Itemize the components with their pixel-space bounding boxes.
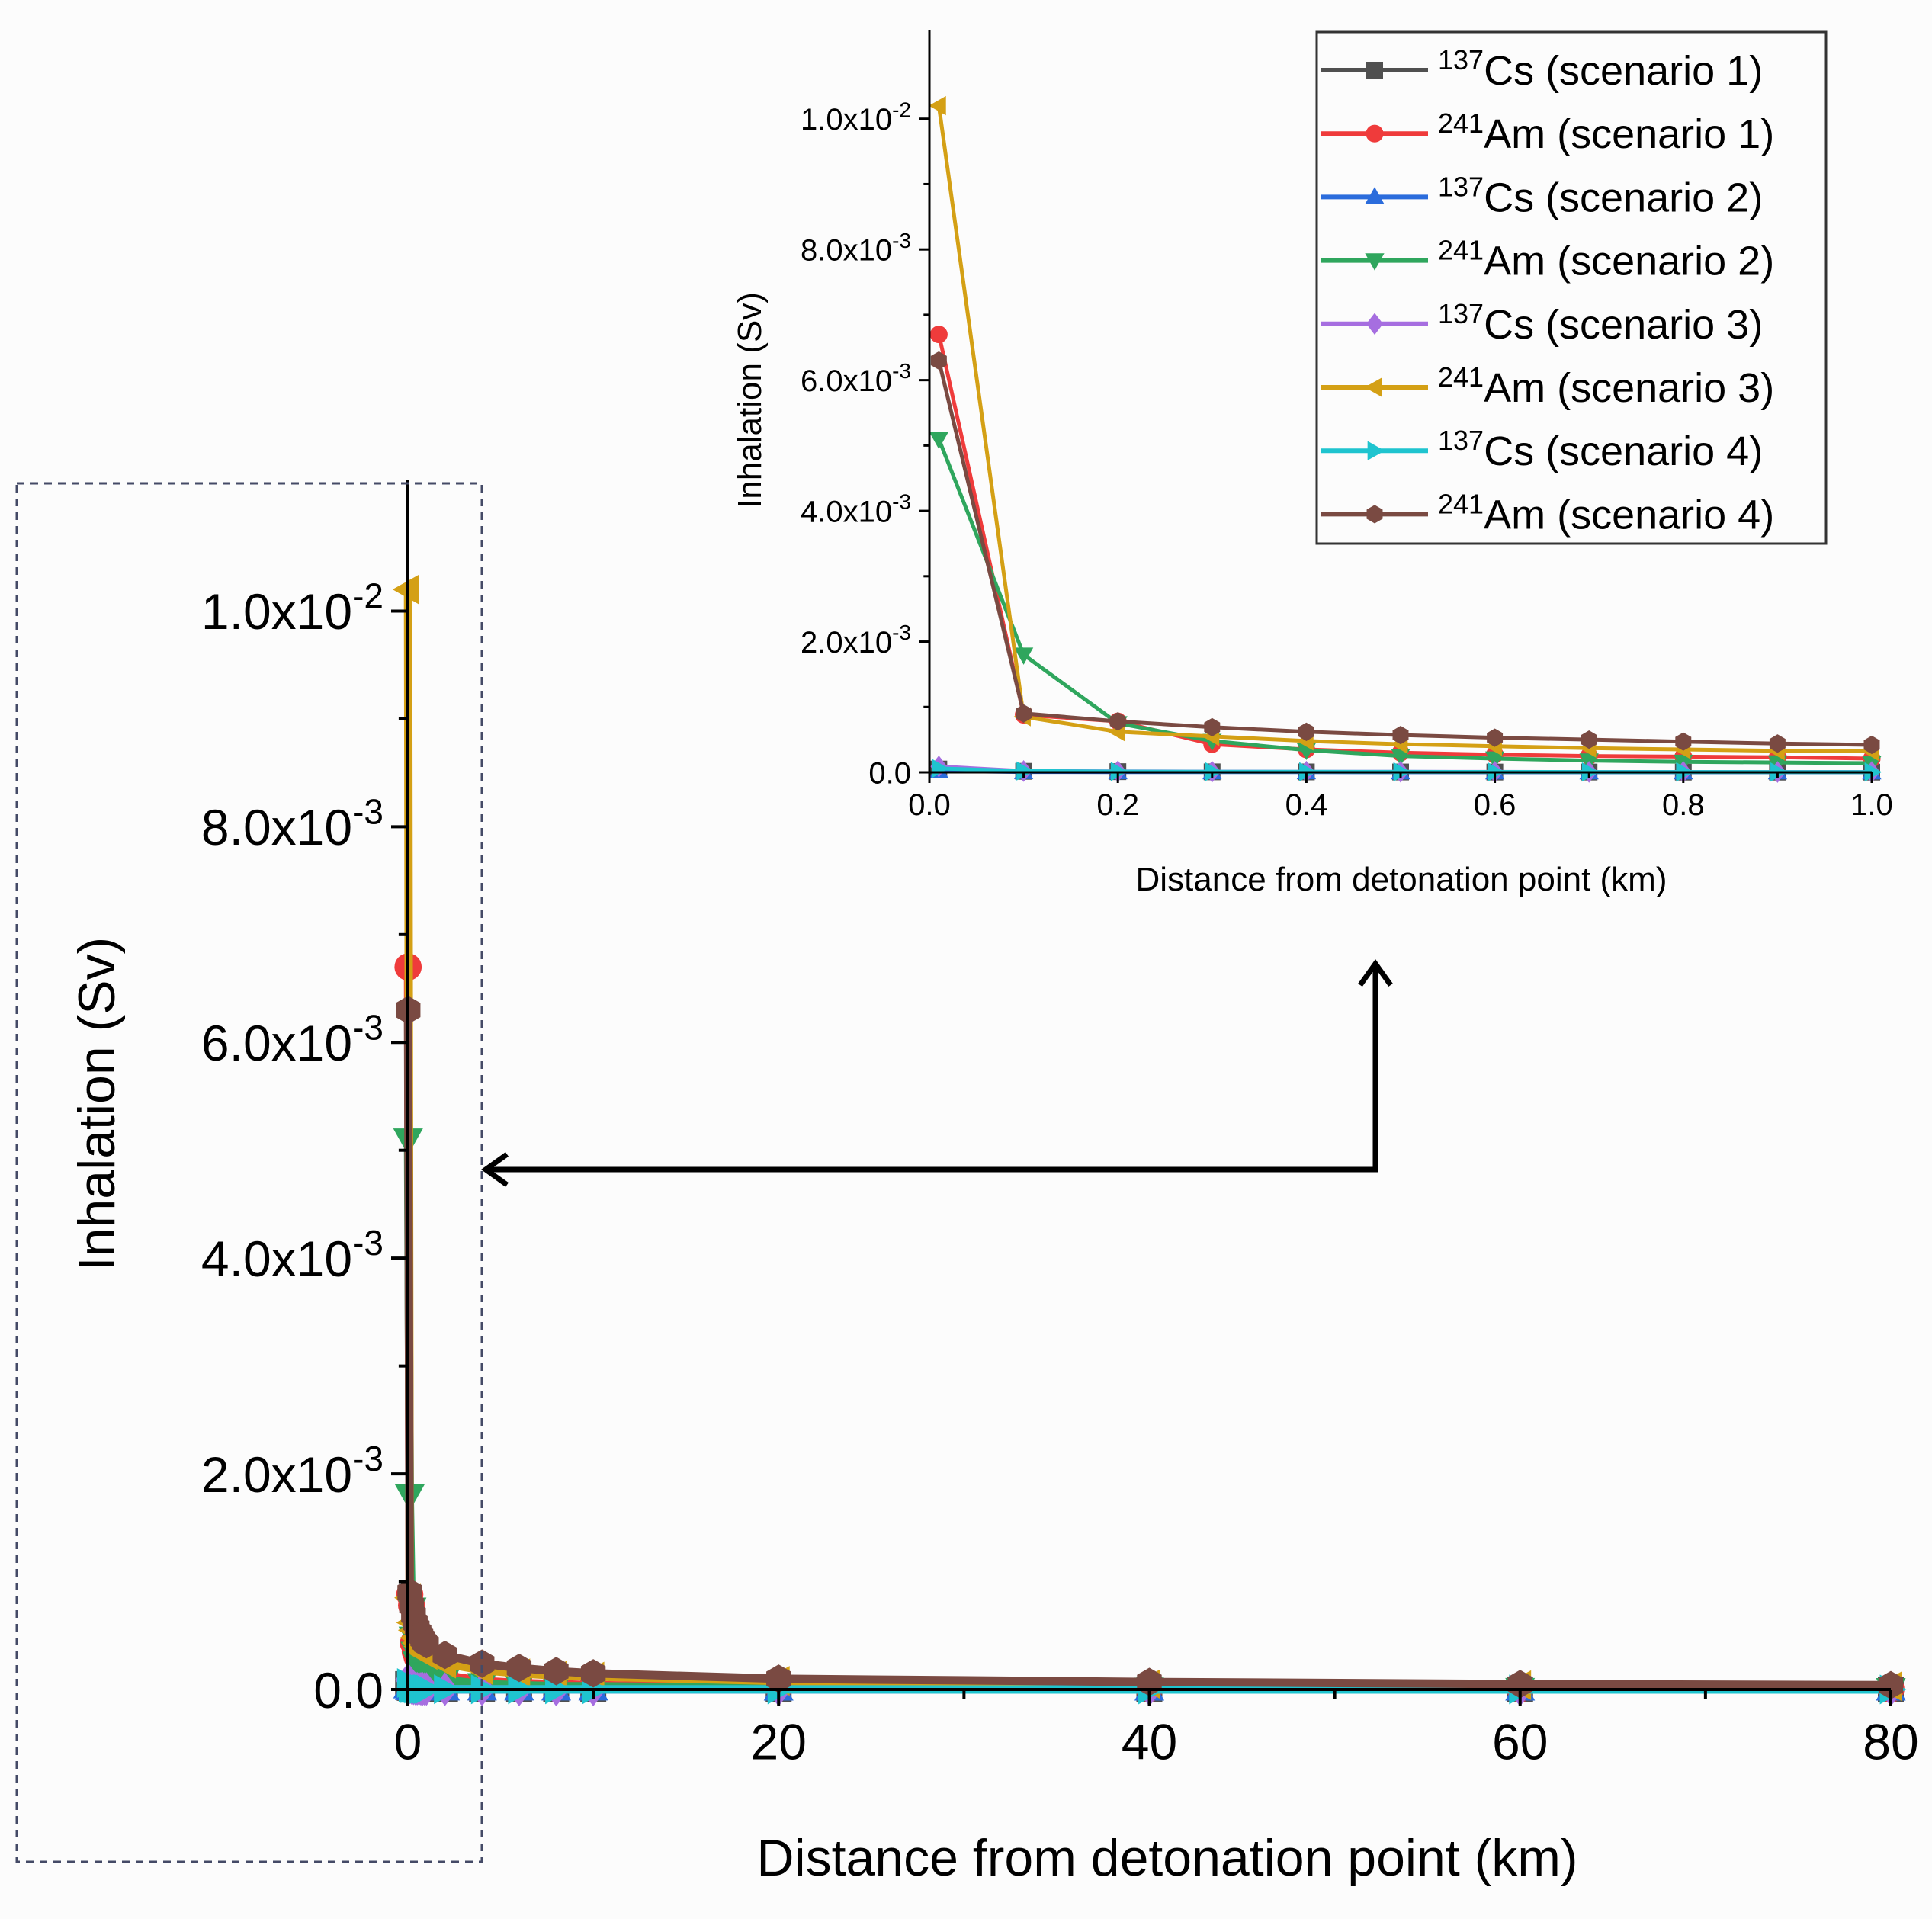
legend-label: 137Cs (scenario 3)	[1438, 298, 1763, 348]
legend-label: 137Cs (scenario 2)	[1438, 171, 1763, 220]
main-y-tick-label: 8.0x10-3	[201, 791, 384, 855]
legend-entry-1: 137Cs (scenario 1)	[1321, 44, 1763, 94]
main-x-tick-label: 0	[394, 1713, 422, 1770]
legend-label: 241Am (scenario 1)	[1438, 108, 1774, 157]
legend-marker-icon	[1366, 505, 1383, 524]
inset-series-8-point	[1769, 734, 1786, 753]
main-series-8-point	[580, 1659, 606, 1688]
main-axes: 0.0 2.0x10-3 4.0x10-3 6.0x10-3 8.0x10-3 1.0x1…	[201, 480, 1919, 1770]
zoom-region-box	[15, 482, 483, 1863]
inset-y-tick-label: 1.0x10-2	[801, 98, 911, 136]
inset-series-8-point	[1016, 704, 1032, 723]
inset-x-tick-label: 0.0	[908, 788, 951, 822]
inset-y-tick-label: 8.0x10-3	[801, 229, 911, 268]
legend-entry-6: 241Am (scenario 3)	[1321, 361, 1774, 411]
inset-series-7-point	[1864, 762, 1882, 782]
zoom-connector-arrow	[480, 958, 1393, 1187]
main-y-tick-label: 4.0x10-3	[201, 1223, 384, 1287]
legend-marker-icon	[1366, 62, 1383, 79]
inset-x-tick-label: 0.4	[1285, 788, 1328, 822]
inset-y-tick-label: 0.0	[868, 756, 911, 790]
main-x-tick-label: 40	[1122, 1713, 1177, 1770]
legend-label: 137Cs (scenario 1)	[1438, 44, 1763, 94]
inset-series-8-point	[1204, 717, 1221, 736]
inset-y-tick-label: 2.0x10-3	[801, 621, 911, 659]
inset-x-tick-label: 0.6	[1474, 788, 1516, 822]
inset-x-axis-label: Distance from detonation point (km)	[1136, 861, 1667, 898]
legend-label: 241Am (scenario 4)	[1438, 488, 1774, 538]
inset-series-8-point	[1392, 726, 1409, 745]
legend-entry-3: 137Cs (scenario 2)	[1321, 171, 1763, 220]
legend-entry-7: 137Cs (scenario 4)	[1321, 425, 1763, 474]
inset-series-8-point	[930, 351, 947, 371]
legend-marker-icon	[1365, 253, 1385, 271]
inset-y-axis-label: Inhalation (Sv)	[731, 292, 769, 509]
main-series-8-point	[544, 1657, 569, 1686]
inset-series-2-point	[929, 326, 948, 344]
main-y-tick-label: 0.0	[313, 1662, 384, 1718]
inset-series-8-point	[1487, 728, 1504, 747]
inset-y-tick-label: 6.0x10-3	[801, 359, 911, 398]
inset-series-8-point	[1675, 732, 1692, 751]
main-x-tick-label: 80	[1863, 1713, 1918, 1770]
inset-series-8-point	[1863, 735, 1880, 755]
inset-series-8-point	[1581, 730, 1597, 749]
main-y-tick-label: 2.0x10-3	[201, 1439, 384, 1503]
main-series-8-point	[432, 1641, 457, 1670]
inset-chart: 0.0 2.0x10-3 4.0x10-3 6.0x10-3 8.0x10-3 1.0x1…	[731, 30, 1893, 898]
main-x-tick-label: 60	[1492, 1713, 1548, 1770]
main-x-axis-label: Distance from detonation point (km)	[756, 1829, 1577, 1887]
inset-x-tick-label: 0.8	[1662, 788, 1705, 822]
legend-label: 241Am (scenario 2)	[1438, 235, 1774, 284]
legend-marker-icon	[1366, 124, 1384, 143]
legend-marker-icon	[1366, 313, 1383, 335]
main-series-8-point	[1878, 1670, 1904, 1700]
inset-x-tick-label: 1.0	[1850, 788, 1893, 822]
main-series-8-point	[414, 1629, 439, 1659]
inset-axes: 0.0 2.0x10-3 4.0x10-3 6.0x10-3 8.0x10-3 1.0x1…	[801, 30, 1893, 822]
legend-entry-2: 241Am (scenario 1)	[1321, 108, 1774, 157]
inset-series-4-point	[1484, 751, 1505, 769]
inset-series-7-point	[1016, 761, 1034, 781]
inset-series-4-point	[1013, 647, 1034, 665]
main-series-6-point	[392, 574, 419, 605]
inset-y-tick-label: 4.0x10-3	[801, 490, 911, 529]
inset-series-4-point	[929, 432, 949, 449]
legend-marker-icon	[1364, 377, 1382, 397]
main-series-8-point	[506, 1654, 532, 1683]
inset-series-8-point	[1109, 712, 1126, 731]
legend-label: 137Cs (scenario 4)	[1438, 425, 1763, 474]
inset-series-4-point	[1391, 749, 1410, 766]
main-series-8-point	[1507, 1670, 1532, 1699]
legend-marker-icon	[1365, 187, 1385, 204]
main-series-8-point	[766, 1664, 791, 1693]
legend-marker-icon	[1367, 441, 1385, 460]
legend-label: 241Am (scenario 3)	[1438, 361, 1774, 411]
main-series-8-point	[470, 1649, 495, 1678]
main-y-tick-label: 6.0x10-3	[201, 1007, 384, 1071]
inset-series-8-point	[1298, 722, 1314, 741]
inset-x-tick-label: 0.2	[1096, 788, 1139, 822]
legend-frame	[1315, 30, 1828, 545]
legend-entry-5: 137Cs (scenario 3)	[1321, 298, 1763, 348]
main-chart: 0.0 2.0x10-3 4.0x10-3 6.0x10-3 8.0x10-3 1.0x1…	[68, 480, 1919, 1887]
main-x-tick-label: 20	[751, 1713, 807, 1770]
legend: 137Cs (scenario 1) 241Am (scenario 1) 137C…	[1315, 30, 1828, 545]
main-y-tick-label: 1.0x10-2	[201, 576, 384, 640]
legend-entry-8: 241Am (scenario 4)	[1321, 488, 1774, 538]
inset-series-6-point	[929, 95, 946, 116]
legend-entry-4: 241Am (scenario 2)	[1321, 235, 1774, 284]
main-y-axis-label: Inhalation (Sv)	[68, 937, 126, 1271]
